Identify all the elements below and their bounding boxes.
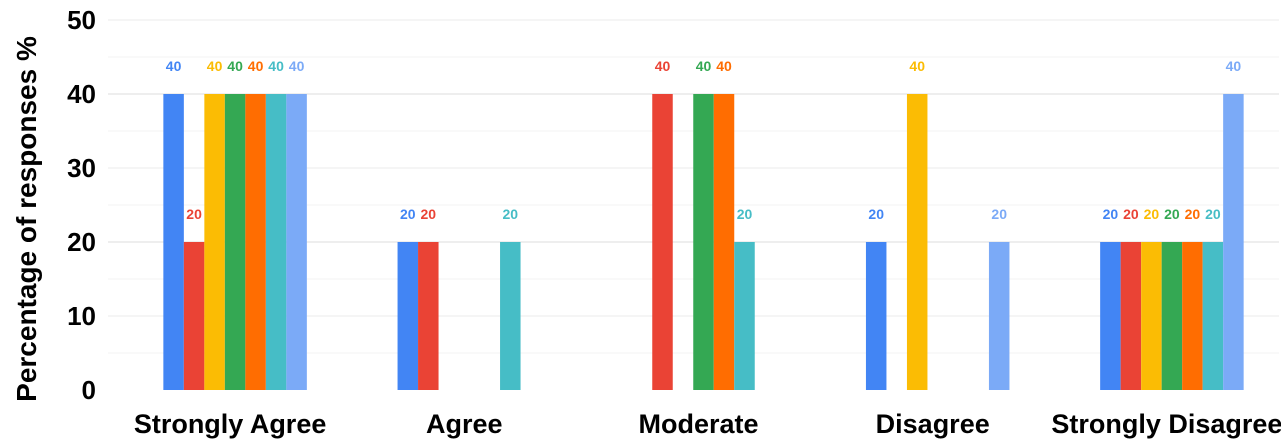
bar [500, 242, 521, 390]
bar-value-label: 40 [207, 58, 223, 74]
bar [1223, 94, 1244, 390]
bar [713, 94, 735, 390]
bar-value-label: 40 [248, 58, 264, 74]
y-tick-label: 0 [82, 375, 96, 405]
bar-value-label: 20 [503, 206, 519, 222]
bar-value-label: 20 [1164, 206, 1180, 222]
y-tick-label: 10 [67, 301, 96, 331]
bar [418, 242, 439, 390]
bar-value-label: 20 [400, 206, 416, 222]
bar-value-label: 40 [289, 58, 305, 74]
bar [204, 94, 225, 390]
bar [397, 242, 419, 390]
bar [265, 94, 287, 390]
x-category-label: Disagree [876, 409, 990, 439]
bar-value-label: 20 [1205, 206, 1221, 222]
bar-value-label: 20 [1185, 206, 1201, 222]
x-category-label: Strongly Agree [134, 409, 327, 439]
x-category-label: Moderate [638, 409, 758, 439]
x-category-label: Agree [426, 409, 503, 439]
bar [224, 94, 246, 390]
bar-value-label: 40 [696, 58, 712, 74]
bar-value-label: 20 [1103, 206, 1119, 222]
bar [906, 94, 928, 390]
x-category-label: Strongly Disagree [1051, 409, 1281, 439]
bar [693, 94, 714, 390]
bar-value-label: 40 [655, 58, 671, 74]
y-tick-label: 20 [67, 227, 96, 257]
bar [1161, 242, 1183, 390]
bar-value-label: 40 [1226, 58, 1242, 74]
bar [1141, 242, 1162, 390]
bar [1100, 242, 1121, 390]
bar-value-label: 20 [186, 206, 202, 222]
bar [163, 94, 184, 390]
bar-value-label: 20 [868, 206, 884, 222]
bar [988, 242, 1010, 390]
bar-value-label: 40 [166, 58, 182, 74]
bar-value-label: 40 [716, 58, 732, 74]
bar-value-label: 20 [1123, 206, 1139, 222]
bar [1202, 242, 1224, 390]
y-tick-label: 40 [67, 79, 96, 109]
bar-value-label: 40 [909, 58, 925, 74]
bar [245, 94, 266, 390]
bar-value-label: 20 [991, 206, 1007, 222]
bar-value-label: 20 [1144, 206, 1160, 222]
bars [163, 94, 1244, 390]
bar [734, 242, 755, 390]
y-tick-label: 50 [67, 5, 96, 35]
y-axis-label: Percentage of responses % [11, 36, 42, 402]
bar [183, 242, 205, 390]
bar-value-label: 20 [737, 206, 753, 222]
y-axis-ticks: 0 10 20 30 40 50 [67, 5, 96, 405]
bar-value-label: 40 [268, 58, 284, 74]
bar [1120, 242, 1142, 390]
bar [286, 94, 307, 390]
bar-value-label: 40 [227, 58, 243, 74]
y-tick-label: 30 [67, 153, 96, 183]
bar [865, 242, 887, 390]
bar-value-label: 20 [421, 206, 437, 222]
x-axis-categories: Strongly Agree Agree Moderate Disagree Stron… [134, 409, 1281, 439]
bar [1182, 242, 1203, 390]
bar [652, 94, 673, 390]
